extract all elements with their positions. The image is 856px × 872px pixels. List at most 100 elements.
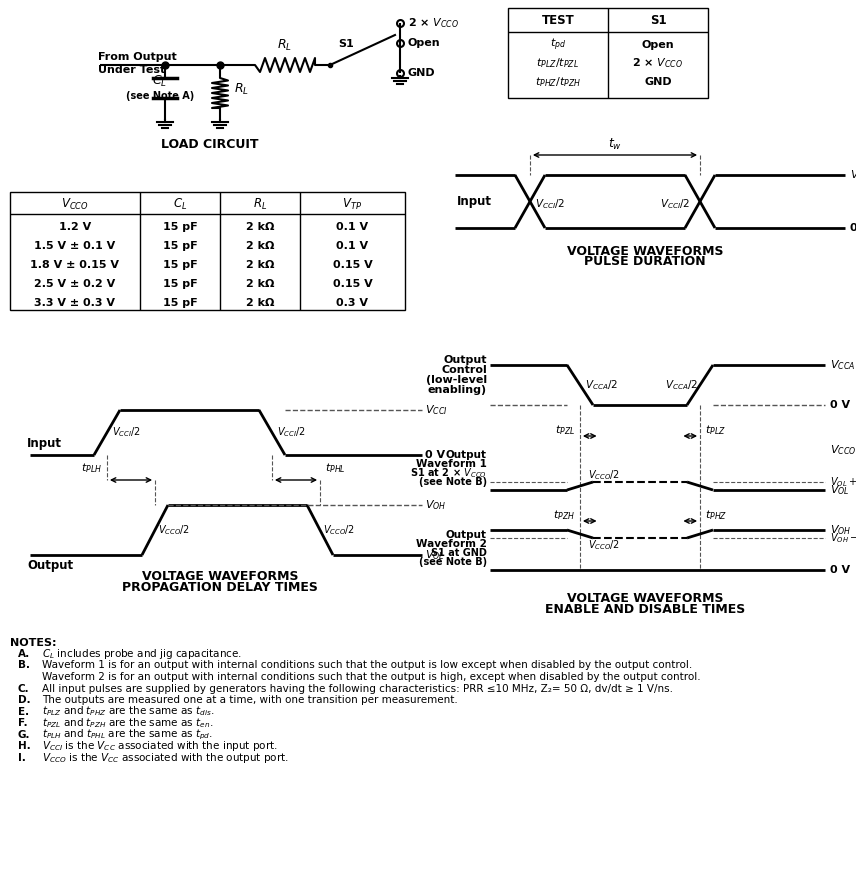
Text: (see Note B): (see Note B) <box>419 557 487 567</box>
Text: $t_{PLH}$: $t_{PLH}$ <box>81 461 102 475</box>
Text: 3.3 V ± 0.3 V: 3.3 V ± 0.3 V <box>34 298 116 308</box>
Text: 1.5 V ± 0.1 V: 1.5 V ± 0.1 V <box>34 241 116 251</box>
Text: $t_{PZL}$: $t_{PZL}$ <box>555 423 575 437</box>
Text: Output: Output <box>27 558 73 571</box>
Text: $R_L$: $R_L$ <box>253 196 267 212</box>
Text: Waveform 2: Waveform 2 <box>416 539 487 549</box>
Text: $V_{TP}$: $V_{TP}$ <box>342 196 362 212</box>
Text: $V_{OL}$: $V_{OL}$ <box>425 548 444 562</box>
Text: 15 pF: 15 pF <box>163 260 198 270</box>
Text: Waveform 1: Waveform 1 <box>416 459 487 469</box>
Text: E.: E. <box>18 706 29 717</box>
Text: $V_{CCO}/2$: $V_{CCO}/2$ <box>588 538 620 552</box>
Text: $V_{CCA}/2$: $V_{CCA}/2$ <box>585 378 618 392</box>
Text: B.: B. <box>18 660 30 671</box>
Text: TEST: TEST <box>542 15 574 28</box>
Text: Input: Input <box>27 437 62 449</box>
Text: $R_L$: $R_L$ <box>234 82 249 97</box>
Text: $V_{OH}$: $V_{OH}$ <box>425 498 446 512</box>
Text: (see Note A): (see Note A) <box>126 91 194 101</box>
Text: PROPAGATION DELAY TIMES: PROPAGATION DELAY TIMES <box>122 581 318 594</box>
Text: VOLTAGE WAVEFORMS: VOLTAGE WAVEFORMS <box>567 245 723 258</box>
Text: $t_{PLZ}/t_{PZL}$: $t_{PLZ}/t_{PZL}$ <box>537 56 580 70</box>
Text: 2 kΩ: 2 kΩ <box>246 241 274 251</box>
Text: $t_{PHZ}$: $t_{PHZ}$ <box>705 508 728 522</box>
Text: (see Note B): (see Note B) <box>419 477 487 487</box>
Text: $t_{PHL}$: $t_{PHL}$ <box>325 461 346 475</box>
Text: S1 at GND: S1 at GND <box>431 548 487 558</box>
Text: 2 kΩ: 2 kΩ <box>246 298 274 308</box>
Text: $t_{PZH}$: $t_{PZH}$ <box>553 508 575 522</box>
Text: F.: F. <box>18 718 27 728</box>
Text: $t_{PHZ}/t_{PZH}$: $t_{PHZ}/t_{PZH}$ <box>535 75 581 89</box>
Text: 15 pF: 15 pF <box>163 279 198 289</box>
Text: S1: S1 <box>338 39 354 49</box>
Text: Waveform 2 is for an output with internal conditions such that the output is hig: Waveform 2 is for an output with interna… <box>42 672 700 682</box>
Text: C.: C. <box>18 684 30 693</box>
Text: VOLTAGE WAVEFORMS: VOLTAGE WAVEFORMS <box>142 570 298 583</box>
Text: H.: H. <box>18 741 31 751</box>
Text: GND: GND <box>408 68 436 78</box>
Text: 0.1 V: 0.1 V <box>336 222 369 232</box>
Text: Control: Control <box>441 365 487 375</box>
Text: GND: GND <box>645 77 672 87</box>
Text: I.: I. <box>18 753 26 762</box>
Text: $V_{CCO}/2$: $V_{CCO}/2$ <box>588 468 620 482</box>
Text: $t_w$: $t_w$ <box>608 137 622 152</box>
Text: $V_{CCO}/2$: $V_{CCO}/2$ <box>158 523 190 537</box>
Text: All input pulses are supplied by generators having the following characteristics: All input pulses are supplied by generat… <box>42 684 673 693</box>
Text: $C_L$ includes probe and jig capacitance.: $C_L$ includes probe and jig capacitance… <box>42 647 242 661</box>
Text: $t_{PLH}$ and $t_{PHL}$ are the same as $t_{pd}$.: $t_{PLH}$ and $t_{PHL}$ are the same as … <box>42 727 213 742</box>
Text: G.: G. <box>18 730 31 739</box>
Text: 0.1 V: 0.1 V <box>336 241 369 251</box>
Text: 15 pF: 15 pF <box>163 298 198 308</box>
Text: 2 kΩ: 2 kΩ <box>246 279 274 289</box>
Text: $V_{OL}+V_{TP}$: $V_{OL}+V_{TP}$ <box>830 475 856 489</box>
Text: $V_{CCO}$: $V_{CCO}$ <box>830 443 856 457</box>
Text: 1.8 V ± 0.15 V: 1.8 V ± 0.15 V <box>31 260 120 270</box>
Text: PULSE DURATION: PULSE DURATION <box>584 255 706 268</box>
Text: $V_{CCI}/2$: $V_{CCI}/2$ <box>277 426 306 439</box>
Text: 0.3 V: 0.3 V <box>336 298 368 308</box>
Text: 2.5 V ± 0.2 V: 2.5 V ± 0.2 V <box>34 279 116 289</box>
Text: The outputs are measured one at a time, with one transition per measurement.: The outputs are measured one at a time, … <box>42 695 458 705</box>
Text: $V_{OH}-V_{TP}$: $V_{OH}-V_{TP}$ <box>830 531 856 545</box>
Text: $V_{OL}$: $V_{OL}$ <box>830 483 850 497</box>
Text: $V_{CCA}$: $V_{CCA}$ <box>830 358 855 371</box>
Text: Waveform 1 is for an output with internal conditions such that the output is low: Waveform 1 is for an output with interna… <box>42 660 693 671</box>
Text: $R_L$: $R_L$ <box>277 38 293 53</box>
Text: LOAD CIRCUIT: LOAD CIRCUIT <box>161 138 259 151</box>
Text: $V_{CCI}/2$: $V_{CCI}/2$ <box>535 198 565 211</box>
Text: S1: S1 <box>650 15 666 28</box>
Text: 0 V: 0 V <box>850 223 856 233</box>
Text: 2 kΩ: 2 kΩ <box>246 222 274 232</box>
Text: $V_{CCO}/2$: $V_{CCO}/2$ <box>323 523 355 537</box>
Text: $V_{OH}$: $V_{OH}$ <box>830 523 852 537</box>
Text: $V_{CCI}$: $V_{CCI}$ <box>850 168 856 182</box>
Text: $t_{pd}$: $t_{pd}$ <box>550 37 566 53</box>
Text: S1 at 2 × $V_{CCO}$: S1 at 2 × $V_{CCO}$ <box>410 467 487 480</box>
Text: $V_{CCA}/2$: $V_{CCA}/2$ <box>665 378 698 392</box>
Text: 0 V: 0 V <box>830 565 850 575</box>
Text: ENABLE AND DISABLE TIMES: ENABLE AND DISABLE TIMES <box>545 603 745 616</box>
Text: 15 pF: 15 pF <box>163 241 198 251</box>
Text: Output: Output <box>443 355 487 365</box>
Text: Input: Input <box>457 194 492 208</box>
Text: 2 × $V_{CCO}$: 2 × $V_{CCO}$ <box>408 16 459 30</box>
Text: 0 V: 0 V <box>830 400 850 410</box>
Text: From Output: From Output <box>98 52 176 62</box>
Text: $V_{CCO}$: $V_{CCO}$ <box>61 196 89 212</box>
Text: Under Test: Under Test <box>98 65 165 75</box>
Text: 0 V: 0 V <box>425 450 445 460</box>
Text: $V_{CCI}$ is the $V_{CC}$ associated with the input port.: $V_{CCI}$ is the $V_{CC}$ associated wit… <box>42 739 277 753</box>
Text: $t_{PLZ}$: $t_{PLZ}$ <box>705 423 726 437</box>
Text: Open: Open <box>642 40 675 50</box>
Text: A.: A. <box>18 649 30 659</box>
Text: 0.15 V: 0.15 V <box>333 260 372 270</box>
Text: 0.15 V: 0.15 V <box>333 279 372 289</box>
Text: $V_{CCI}/2$: $V_{CCI}/2$ <box>660 198 690 211</box>
Text: $C_L$: $C_L$ <box>173 196 187 212</box>
Text: 1.2 V: 1.2 V <box>59 222 91 232</box>
Text: (low-level: (low-level <box>426 375 487 385</box>
Text: $V_{CCI}/2$: $V_{CCI}/2$ <box>112 426 140 439</box>
